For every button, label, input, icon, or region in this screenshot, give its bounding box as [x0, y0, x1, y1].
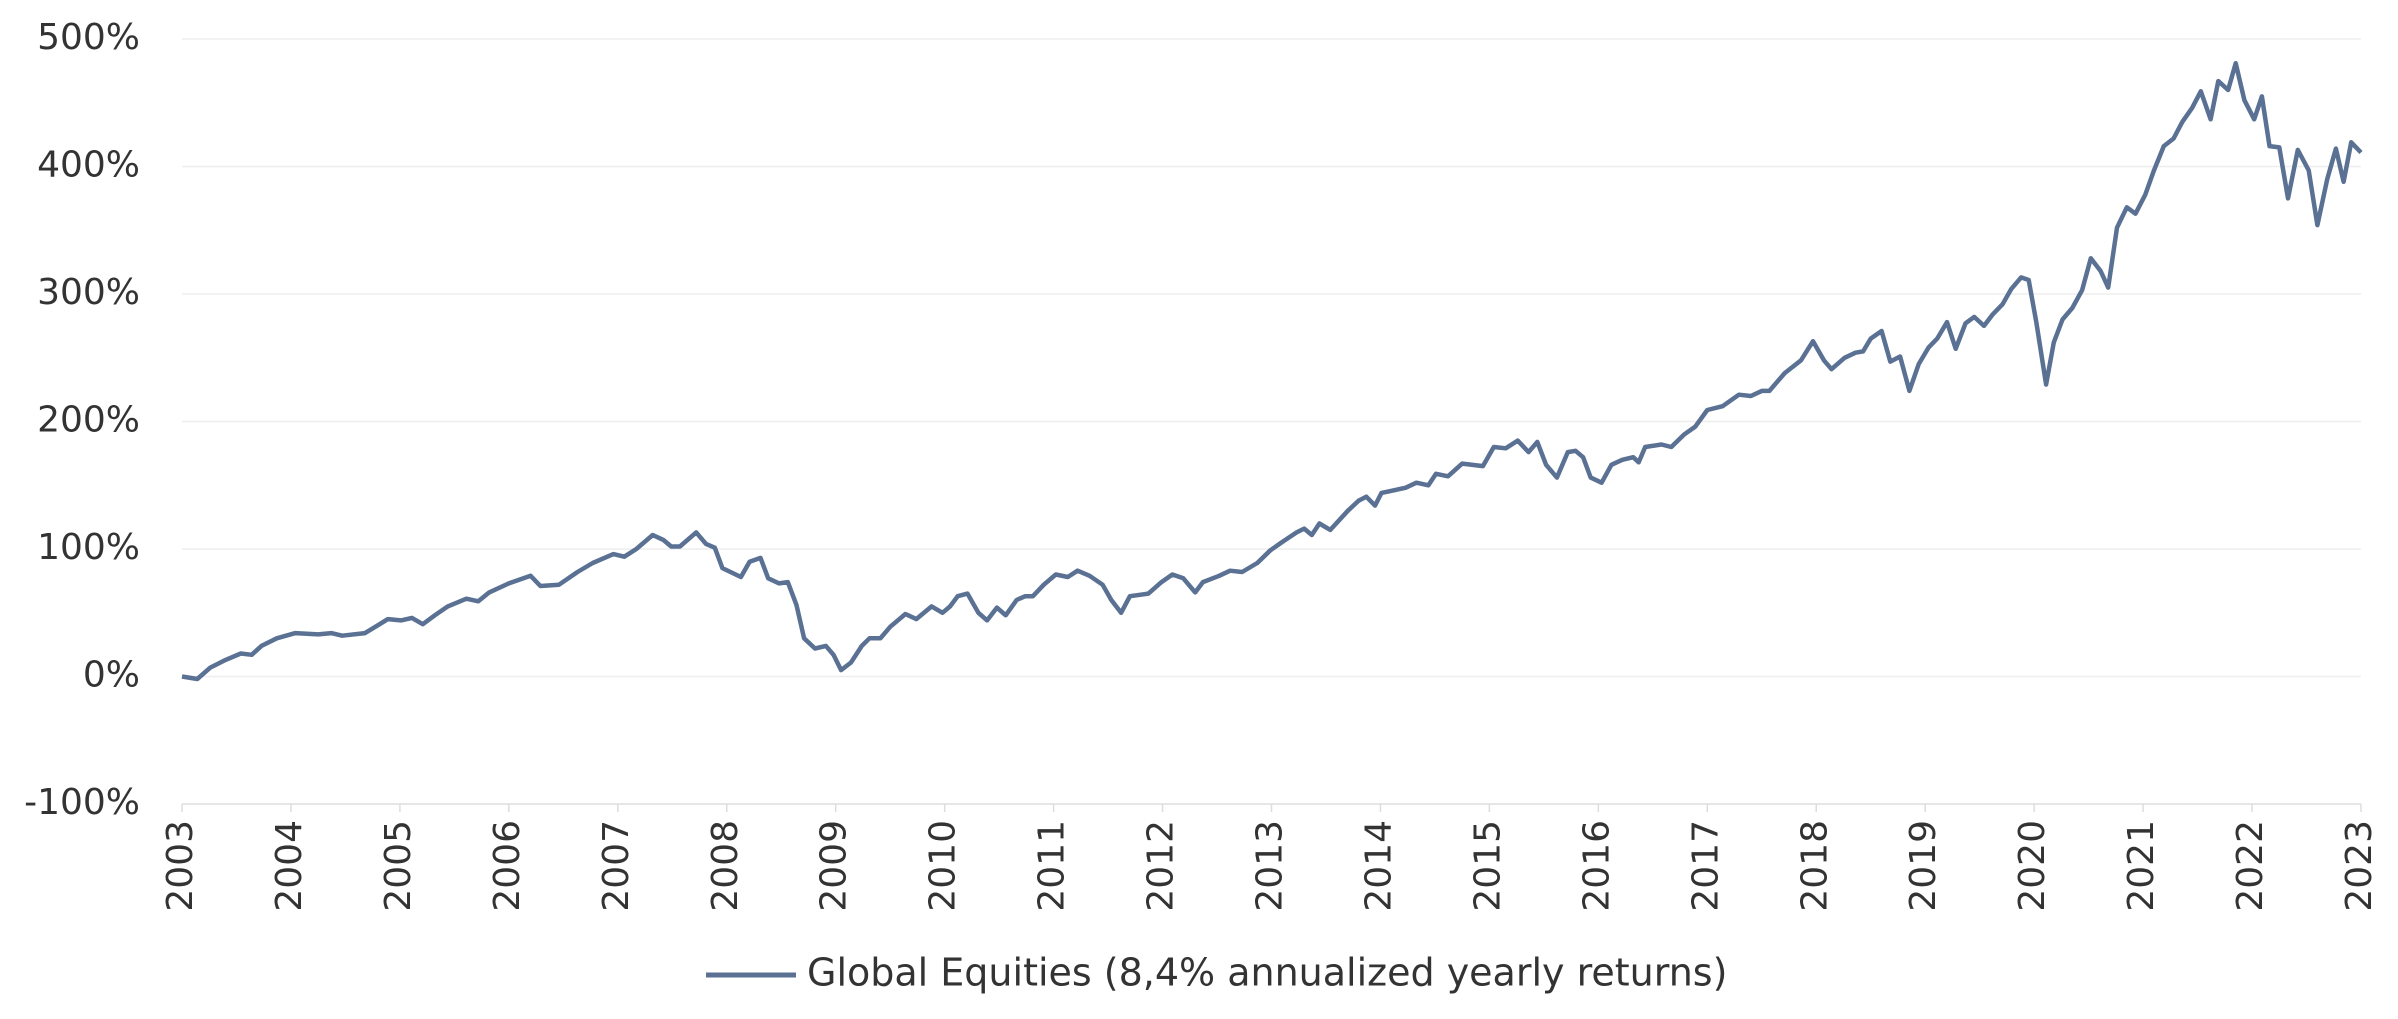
x-tick-label: 2003 [160, 820, 201, 912]
y-tick-label: -100% [24, 782, 140, 823]
x-tick-label: 2009 [814, 820, 855, 912]
legend-label: Global Equities (8,4% annualized yearly … [807, 951, 1727, 995]
x-tick-label: 2023 [2339, 820, 2380, 912]
x-tick-label: 2006 [487, 820, 528, 912]
y-tick-label: 400% [37, 145, 140, 186]
x-tick-label: 2021 [2121, 820, 2162, 912]
data-line [181, 60, 2363, 682]
x-tick-label: 2011 [1032, 820, 1073, 912]
y-tick-label: 0% [83, 655, 140, 696]
x-tick-label: 2019 [1903, 820, 1944, 912]
x-tick-label: 2010 [923, 820, 964, 912]
y-tick-label: 500% [37, 17, 140, 58]
x-tick-label: 2015 [1467, 820, 1508, 912]
x-tick-label: 2004 [269, 820, 310, 912]
x-tick-label: 2022 [2230, 820, 2271, 912]
x-tick-label: 2005 [378, 820, 419, 912]
x-tick-label: 2008 [705, 820, 746, 912]
y-tick-label: 200% [37, 400, 140, 441]
y-tick-label: 300% [37, 272, 140, 313]
x-tick-label: 2012 [1141, 820, 1182, 912]
x-tick-label: 2016 [1576, 820, 1617, 912]
x-tick-label: 2018 [1794, 820, 1835, 912]
x-tick-label: 2017 [1685, 820, 1726, 912]
x-tick-label: 2020 [2012, 820, 2053, 912]
x-tick-label: 2013 [1250, 820, 1291, 912]
x-tick-label: 2014 [1358, 820, 1399, 912]
x-tick-label: 2007 [596, 820, 637, 912]
y-tick-label: 100% [37, 527, 140, 568]
